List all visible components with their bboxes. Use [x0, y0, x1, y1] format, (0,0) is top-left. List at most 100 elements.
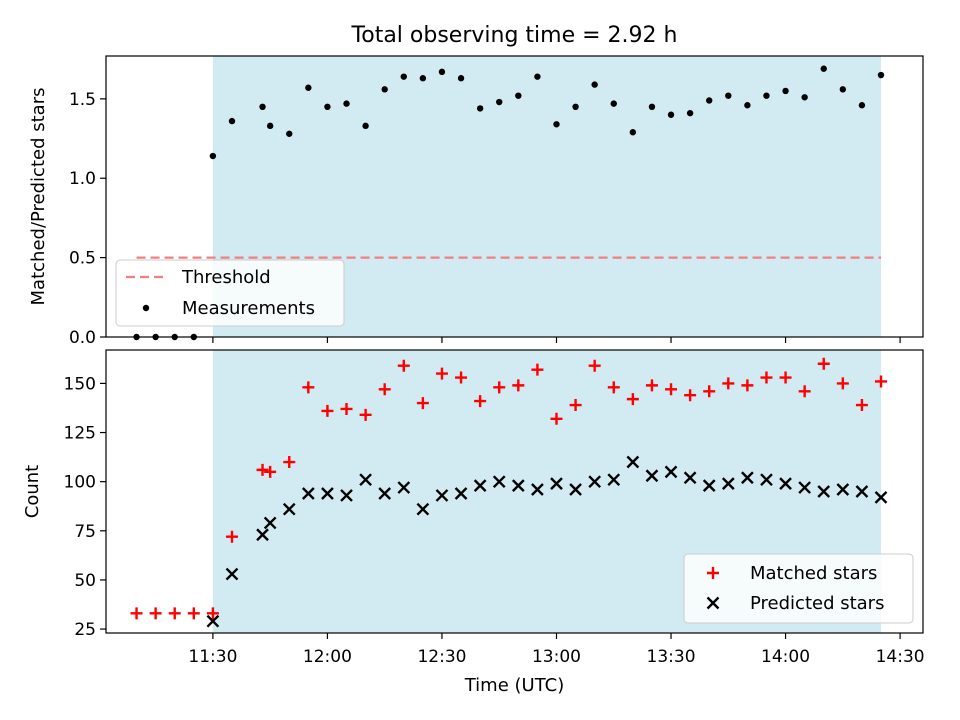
y-tick-label: 150	[64, 374, 96, 394]
predicted-star-point	[454, 487, 468, 500]
measurement-point	[324, 103, 331, 111]
predicted-star-point	[569, 483, 582, 496]
matched-star-point	[416, 397, 429, 410]
predicted-star-point	[340, 489, 353, 502]
predicted-star-point	[435, 489, 449, 502]
measurement-point	[782, 87, 789, 95]
x-tick-label: 12:00	[303, 647, 352, 667]
measurement-point	[763, 92, 770, 99]
matched-star-point	[256, 463, 269, 476]
matched-star-point	[836, 377, 849, 390]
matched-star-point	[435, 367, 448, 380]
predicted-star-point	[282, 502, 296, 516]
matched-star-point	[760, 371, 773, 384]
measurement-point	[438, 68, 446, 76]
measurement-point	[305, 84, 312, 91]
predicted-star-point	[256, 528, 269, 542]
measurement-point	[515, 92, 522, 99]
measurement-point	[496, 98, 503, 106]
y-tick-label: 0.0	[69, 328, 96, 348]
matched-star-point	[512, 379, 525, 392]
measurement-point	[209, 152, 217, 160]
predicted-star-point	[836, 483, 850, 496]
matched-star-point	[588, 359, 601, 372]
x-axis-label: Time (UTC)	[464, 675, 565, 696]
predicted-star-point	[301, 487, 315, 500]
legend-measurements-swatch	[142, 304, 150, 312]
y-tick-label: 25	[74, 620, 96, 640]
measurement-point	[400, 73, 407, 80]
matched-star-point	[340, 402, 353, 415]
predicted-star-point	[321, 487, 334, 500]
legend-matched-swatch	[707, 567, 719, 579]
predicted-star-point	[664, 465, 678, 479]
x-tick-label: 11:30	[188, 647, 237, 667]
y-tick-label: 0.5	[69, 249, 96, 269]
matched-star-point	[798, 385, 811, 398]
legend-matched-label: Matched stars	[750, 563, 877, 584]
measurement-point	[706, 97, 713, 104]
matched-star-point	[168, 607, 181, 620]
predicted-star-point	[550, 477, 563, 490]
matched-star-point	[302, 381, 315, 394]
predicted-star-point	[473, 479, 487, 492]
chart-title: Total observing time = 2.92 h	[351, 23, 678, 48]
measurement-point	[744, 102, 751, 109]
matched-star-point	[665, 383, 678, 396]
legend-predicted-label: Predicted stars	[750, 593, 884, 614]
measurement-point	[801, 94, 808, 101]
measurement-point	[343, 100, 350, 107]
measurement-point	[667, 111, 675, 118]
legend-threshold-label: Threshold	[181, 267, 271, 288]
y-tick-label: 50	[74, 571, 96, 591]
predicted-star-point	[779, 477, 792, 490]
predicted-star-point	[511, 479, 525, 492]
measurement-point	[572, 103, 579, 111]
matched-star-point	[855, 399, 868, 412]
measurement-point	[259, 103, 266, 111]
matched-star-point	[607, 381, 620, 394]
predicted-star-point	[855, 485, 869, 498]
predicted-star-point	[874, 491, 888, 504]
matched-star-point	[550, 412, 563, 425]
matched-star-point	[187, 607, 200, 620]
count-y-axis-label: Count	[22, 465, 43, 518]
predicted-star-point	[263, 516, 277, 530]
measurement-point	[648, 103, 656, 111]
matched-star-point	[569, 399, 582, 412]
predicted-star-point	[588, 475, 602, 489]
measurement-point	[457, 75, 465, 82]
ratio-y-axis-label: Matched/Predicted stars	[28, 88, 49, 306]
measurement-point	[591, 81, 598, 88]
measurement-point	[610, 100, 617, 107]
x-tick-label: 12:30	[417, 647, 466, 667]
legend-predicted-swatch	[706, 596, 720, 610]
matched-star-point	[321, 404, 334, 417]
ratio-panel: 0.0 0.5 1.0 1.5 Threshold Measurements	[69, 55, 924, 348]
measurement-point	[266, 122, 274, 130]
matched-star-point	[397, 359, 410, 372]
x-tick-label: 13:00	[532, 647, 581, 667]
legend-measurements-label: Measurements	[182, 298, 315, 319]
predicted-star-point	[531, 483, 544, 496]
measurement-point	[553, 121, 560, 128]
predicted-star-point	[626, 455, 640, 469]
measurement-point	[476, 105, 484, 112]
predicted-star-point	[607, 473, 621, 487]
predicted-star-point	[721, 477, 735, 490]
predicted-star-point	[645, 469, 659, 483]
x-tick-label: 13:30	[647, 647, 696, 667]
matched-star-point	[531, 363, 544, 376]
measurement-point	[362, 122, 369, 130]
measurement-point	[725, 92, 732, 99]
matched-star-point	[684, 389, 697, 402]
measurement-point	[381, 86, 388, 93]
legend-box	[683, 553, 914, 624]
matched-star-point	[130, 607, 143, 620]
measurement-point	[820, 65, 827, 72]
measurement-point	[629, 129, 637, 136]
matched-star-point	[474, 395, 487, 408]
count-panel: 25 50 75 100 125 150 11:30 12:00 12:30 13:00 13:30…	[64, 349, 925, 667]
predicted-star-point	[760, 473, 773, 487]
